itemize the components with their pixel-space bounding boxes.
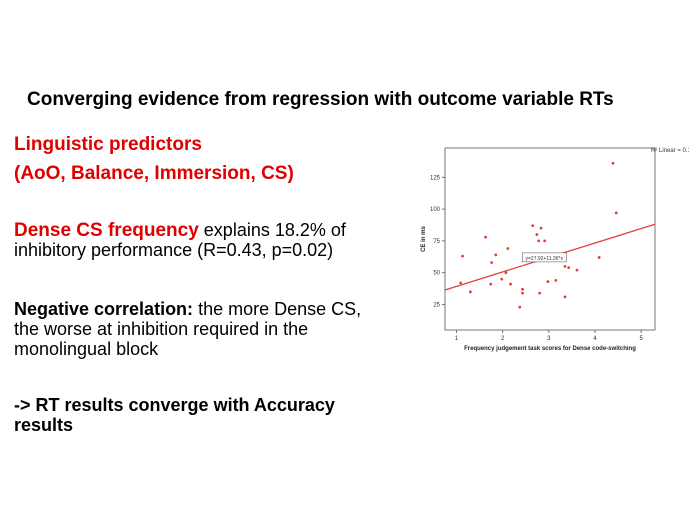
correlation-highlight: Negative correlation:: [14, 299, 193, 319]
point: [459, 281, 463, 285]
correlation-line: the worse at inhibition required in the: [14, 319, 308, 339]
point: [597, 256, 601, 259]
point: [490, 261, 494, 264]
point: [539, 226, 543, 230]
point: [521, 287, 524, 291]
point: [538, 291, 542, 295]
x-tick-label: 3: [547, 336, 551, 342]
heading-line: Linguistic predictors: [14, 134, 202, 155]
fit-label: R² Linear = 0.182: [651, 148, 689, 154]
point: [461, 254, 464, 258]
point: [504, 271, 508, 275]
point: [614, 211, 618, 215]
conclusion-line: -> RT results converge with Accuracy: [14, 395, 335, 415]
finding-highlight: Dense CS frequency: [14, 220, 199, 241]
point: [563, 295, 567, 299]
point: [567, 266, 571, 270]
point: [531, 224, 535, 228]
regression-label: y=27.92+11.36*x: [526, 256, 564, 262]
x-tick-label: 2: [501, 336, 505, 342]
point: [521, 291, 524, 295]
finding-line: inhibitory performance (R=0.43, p=0.02): [14, 240, 333, 260]
point: [509, 282, 512, 286]
slide-title: Converging evidence from regression with…: [27, 89, 614, 110]
point: [611, 161, 615, 165]
correlation-text: the more Dense CS,: [198, 299, 361, 319]
point: [506, 247, 510, 250]
correlation-line: Negative correlation: the more Dense CS,: [14, 299, 361, 319]
point: [494, 253, 498, 257]
regression-label-box: [521, 252, 567, 263]
x-tick-label: 4: [593, 336, 597, 342]
point: [489, 282, 493, 286]
finding-line: Dense CS frequency explains 18.2% of: [14, 220, 347, 241]
y-axis-title: CE in ms: [421, 226, 427, 252]
point: [537, 239, 541, 243]
point: [468, 290, 472, 294]
point: [484, 235, 488, 239]
point: [500, 277, 504, 281]
point: [575, 268, 579, 272]
y-tick-label: 125: [430, 175, 441, 181]
point: [546, 280, 550, 284]
x-tick-label: 5: [639, 336, 643, 342]
x-tick-label: 1: [455, 336, 459, 342]
heading-line: (AoO, Balance, Immersion, CS): [14, 163, 294, 184]
point: [543, 239, 547, 243]
plot-frame: [444, 147, 656, 331]
point: [518, 305, 522, 309]
point: [554, 278, 558, 282]
y-tick-label: 50: [433, 271, 440, 277]
finding-text: explains 18.2% of: [204, 220, 347, 240]
point: [563, 264, 567, 268]
y-tick-label: 100: [430, 207, 441, 213]
correlation-line: monolingual block: [14, 339, 159, 359]
y-tick-label: 75: [433, 239, 440, 245]
point: [535, 233, 539, 236]
x-axis-title: Frequency judgement task scores for Dens…: [464, 346, 636, 352]
conclusion-line: results: [14, 415, 73, 435]
y-tick-label: 25: [433, 303, 440, 309]
